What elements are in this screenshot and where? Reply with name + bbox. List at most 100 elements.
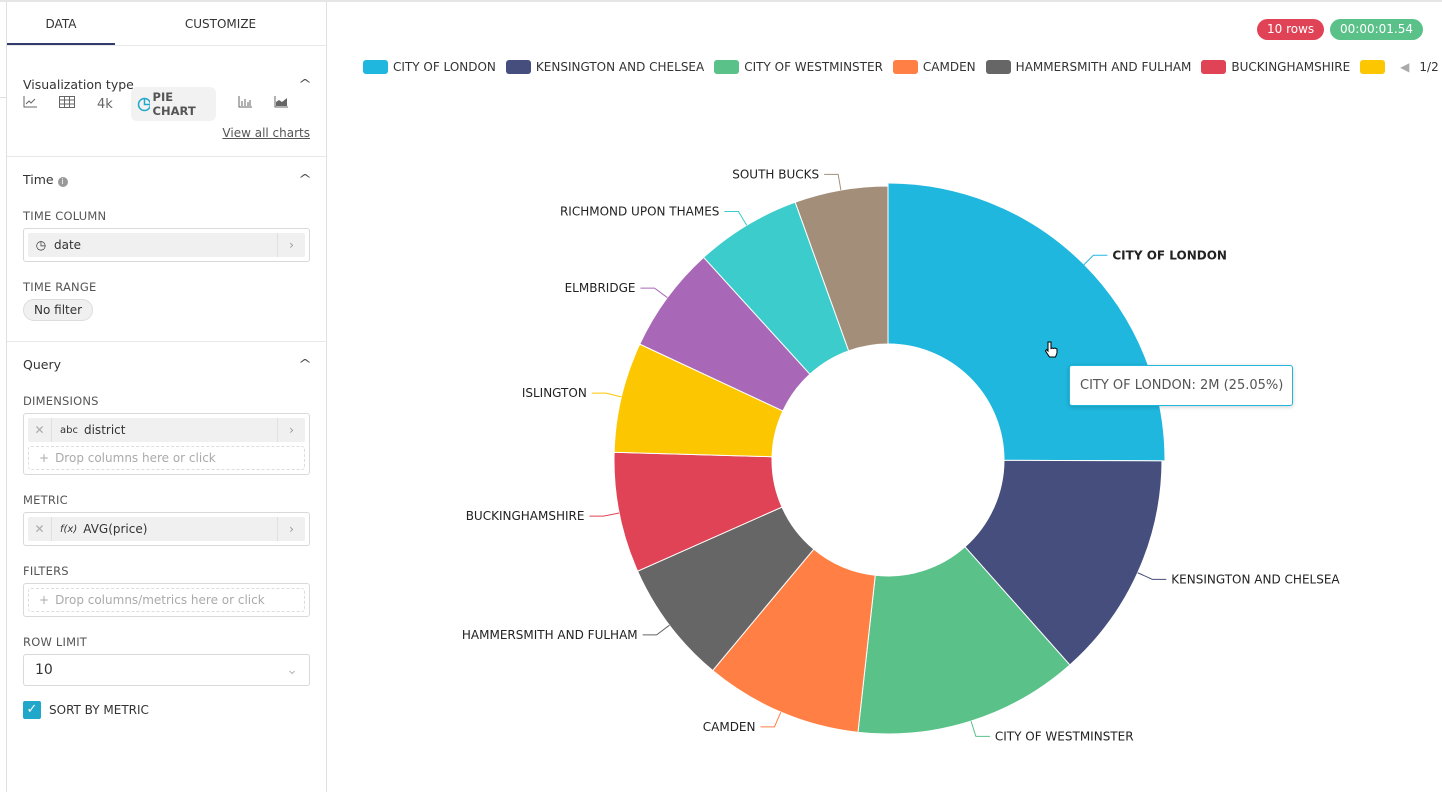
slice-label: BUCKINGHAMSHIRE xyxy=(466,509,585,523)
viz-type-header[interactable]: Visualization type ^ xyxy=(23,46,313,122)
slice-label: ELMBRIDGE xyxy=(565,281,636,295)
pie-slice[interactable] xyxy=(857,546,1071,735)
legend-swatch xyxy=(1360,60,1386,74)
legend-item[interactable]: HAMMERSMITH AND FULHAM xyxy=(985,60,1191,74)
sort-by-metric-label: SORT BY METRIC xyxy=(49,703,149,717)
legend-prev-icon[interactable]: ◀ xyxy=(1400,60,1410,74)
legend-swatch xyxy=(505,60,531,74)
slice-label: CITY OF LONDON xyxy=(1112,248,1227,262)
dimensions-field: ✕ abc district › + Drop columns here or clic… xyxy=(23,413,310,475)
dimensions-drop-zone[interactable]: + Drop columns here or click xyxy=(28,446,305,470)
slice-label: ISLINGTON xyxy=(522,386,587,400)
slice-label: SOUTH BUCKS xyxy=(732,167,819,181)
legend-item[interactable]: BUCKINGHAMSHIRE xyxy=(1201,60,1350,74)
label-leader-line xyxy=(760,711,782,728)
tab-data[interactable]: DATA xyxy=(7,2,115,45)
pie-slice[interactable] xyxy=(964,459,1163,666)
control-panel: DATA CUSTOMIZE Visualization type ^ 4k PI… xyxy=(6,2,327,792)
chevron-right-icon[interactable]: › xyxy=(277,517,305,541)
legend-swatch xyxy=(363,60,388,74)
panel-tabs: DATA CUSTOMIZE xyxy=(7,2,326,46)
chart-legend: CITY OF LONDON KENSINGTON AND CHELSEA CITY… xyxy=(363,60,1442,74)
pie-chart-button[interactable]: PIE CHART xyxy=(130,87,216,121)
legend-swatch xyxy=(985,60,1011,74)
string-type-icon: abc xyxy=(60,424,78,436)
chevron-right-icon[interactable]: › xyxy=(277,233,305,257)
legend-item[interactable]: CITY OF WESTMINSTER xyxy=(714,60,883,74)
dimensions-label: DIMENSIONS xyxy=(23,394,99,408)
time-column-value: date xyxy=(54,238,82,252)
plus-icon: + xyxy=(39,593,50,607)
chevron-up-icon[interactable]: ^ xyxy=(297,77,313,91)
viz-type-section: Visualization type ^ 4k PIE CHART View al… xyxy=(7,46,326,157)
legend-swatch xyxy=(1201,60,1227,74)
time-range-button[interactable]: No filter xyxy=(23,299,94,321)
row-limit-label: ROW LIMIT xyxy=(23,635,88,649)
pie-chart-label: PIE CHART xyxy=(152,90,196,118)
chevron-right-icon[interactable]: › xyxy=(277,418,305,442)
chevron-up-icon[interactable]: ^ xyxy=(297,172,313,186)
bar-chart-icon[interactable] xyxy=(238,96,252,112)
drop-hint: Drop columns/metrics here or click xyxy=(55,593,265,607)
checkbox-checked-icon[interactable]: ✓ xyxy=(23,701,41,719)
legend-page: 1/2 xyxy=(1419,60,1439,74)
slice-label: CAMDEN xyxy=(703,720,756,734)
slice-label: RICHMOND UPON THAMES xyxy=(560,205,719,219)
view-all-charts-link[interactable]: View all charts xyxy=(222,126,310,140)
hand-cursor-icon xyxy=(1044,341,1058,358)
legend-label: KENSINGTON AND CHELSEA xyxy=(535,60,705,74)
plus-icon: + xyxy=(39,451,50,465)
time-header[interactable]: Time i ^ xyxy=(23,157,313,201)
label-leader-line xyxy=(642,624,670,636)
time-column-label: TIME COLUMN xyxy=(23,209,107,223)
legend-label: BUCKINGHAMSHIRE xyxy=(1231,60,1351,74)
section-title: Visualization type xyxy=(23,76,134,92)
legend-label: CITY OF LONDON xyxy=(393,60,496,74)
remove-icon[interactable]: ✕ xyxy=(28,517,52,541)
pie-slice[interactable] xyxy=(794,185,889,352)
legend-item[interactable] xyxy=(1360,60,1390,74)
time-section: Time i ^ TIME COLUMN ◷ date › TIME RANGE No… xyxy=(7,157,326,342)
slice-label: CITY OF WESTMINSTER xyxy=(995,729,1134,743)
legend-item[interactable]: CAMDEN xyxy=(892,60,976,74)
filters-drop-zone[interactable]: + Drop columns/metrics here or click xyxy=(28,588,305,612)
table-icon[interactable] xyxy=(59,96,75,112)
drop-hint: Drop columns here or click xyxy=(55,451,216,465)
query-section: Query ^ DIMENSIONS ✕ abc district › + Drop co… xyxy=(7,342,326,719)
legend-label: CITY OF WESTMINSTER xyxy=(744,60,883,74)
chevron-down-icon: ⌄ xyxy=(286,662,298,678)
row-limit-value: 10 xyxy=(35,662,53,678)
clock-icon: ◷ xyxy=(35,238,47,252)
filters-field: + Drop columns/metrics here or click xyxy=(23,583,310,617)
label-leader-line xyxy=(640,287,668,298)
row-limit-select[interactable]: 10 ⌄ xyxy=(23,654,310,686)
legend-item[interactable]: KENSINGTON AND CHELSEA xyxy=(505,60,705,74)
metric-field: ✕ f(x) AVG(price) › xyxy=(23,512,310,546)
info-icon: i xyxy=(57,176,68,187)
query-duration-badge: 00:00:01.54 xyxy=(1330,19,1423,40)
dimension-value: district xyxy=(83,423,126,437)
section-title: Time xyxy=(23,171,54,187)
filters-label: FILTERS xyxy=(23,564,69,578)
tab-customize[interactable]: CUSTOMIZE xyxy=(184,17,257,31)
sort-by-metric-checkbox[interactable]: ✓ SORT BY METRIC xyxy=(23,701,310,719)
label-leader-line xyxy=(1081,254,1108,267)
line-chart-icon[interactable] xyxy=(23,96,37,112)
remove-icon[interactable]: ✕ xyxy=(28,418,52,442)
big-number-button[interactable]: 4k xyxy=(97,96,113,112)
top-border xyxy=(0,0,1442,2)
legend-item[interactable]: CITY OF LONDON xyxy=(363,60,496,74)
metric-value: AVG(price) xyxy=(83,522,148,536)
label-leader-line xyxy=(589,512,620,517)
chevron-up-icon[interactable]: ^ xyxy=(297,357,313,371)
chart-tooltip: CITY OF LONDON: 2M (25.05%) xyxy=(1069,365,1293,406)
function-icon: f(x) xyxy=(60,523,78,535)
area-chart-icon[interactable] xyxy=(274,96,288,112)
legend-pager: ◀1/2▶ xyxy=(1400,60,1442,74)
time-column-field[interactable]: ◷ date › xyxy=(23,228,310,262)
slice-label: KENSINGTON AND CHELSEA xyxy=(1171,572,1340,586)
query-header[interactable]: Query ^ xyxy=(23,342,313,386)
pie-slice[interactable] xyxy=(887,182,1166,462)
legend-swatch xyxy=(714,60,740,74)
